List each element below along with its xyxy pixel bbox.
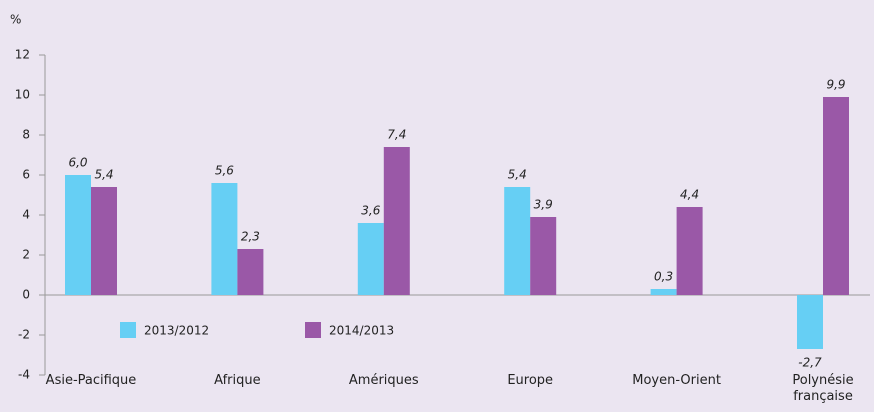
x-tick-label: Afrique <box>214 373 261 388</box>
value-label: -2,7 <box>798 356 822 370</box>
value-label: 5,4 <box>508 168 527 182</box>
x-tick-label: Amériques <box>348 373 419 388</box>
bar <box>237 249 264 295</box>
x-tick-label: Asie-Pacifique <box>45 373 137 388</box>
y-tick-label: -4 <box>18 368 30 382</box>
bar <box>650 289 677 295</box>
value-label: 3,9 <box>534 198 553 212</box>
value-label: 7,4 <box>387 128 406 142</box>
bar <box>676 207 703 295</box>
y-tick-label: 4 <box>22 208 30 222</box>
value-label: 5,6 <box>215 164 234 178</box>
legend-swatch <box>305 322 321 338</box>
bar <box>504 187 531 295</box>
bar <box>823 97 849 295</box>
bar <box>383 147 410 295</box>
bar <box>797 295 823 349</box>
y-tick-label: -2 <box>18 328 30 342</box>
y-unit: % <box>10 13 21 27</box>
value-label: 2,3 <box>241 230 260 244</box>
value-label: 3,6 <box>361 204 380 218</box>
value-label: 9,9 <box>826 78 845 92</box>
value-label: 6,0 <box>68 156 87 170</box>
y-tick-label: 8 <box>22 128 30 142</box>
bar <box>357 223 384 295</box>
value-label: 5,4 <box>94 168 113 182</box>
legend-label: 2013/2012 <box>144 324 209 338</box>
bar <box>530 217 557 295</box>
bar <box>91 187 117 295</box>
legend-label: 2014/2013 <box>329 324 394 338</box>
y-tick-label: 6 <box>22 168 30 182</box>
x-tick-label: Polynésie française <box>792 373 854 404</box>
x-tick-label: Europe <box>507 373 554 388</box>
y-tick-label: 0 <box>22 288 30 302</box>
legend-swatch <box>120 322 136 338</box>
y-tick-label: 12 <box>15 48 30 62</box>
x-tick-label: Moyen-Orient <box>632 373 721 388</box>
y-tick-label: 10 <box>15 88 30 102</box>
bar <box>65 175 91 295</box>
bar <box>211 183 238 295</box>
y-tick-label: 2 <box>22 248 30 262</box>
value-label: 4,4 <box>680 188 699 202</box>
value-label: 0,3 <box>654 270 673 284</box>
